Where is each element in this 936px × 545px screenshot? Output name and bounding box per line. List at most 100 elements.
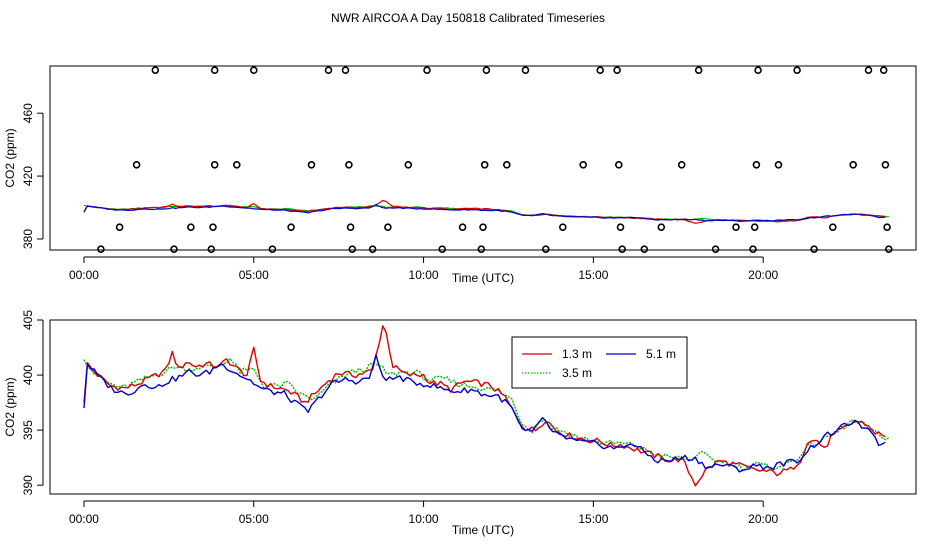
calibration-point (677, 161, 686, 169)
upper-y-axis: 380 420 460 (21, 103, 44, 249)
upper-y-tick-label: 460 (21, 103, 35, 123)
calibration-point (210, 161, 219, 169)
lower-x-tick-label: 10:00 (409, 512, 439, 526)
calibration-point (793, 66, 801, 74)
upper-x-tick-label: 00:00 (69, 268, 99, 282)
lower-y-tick-label: 390 (21, 475, 35, 495)
lower-x-tick-label: 05:00 (239, 512, 269, 526)
calibration-point (579, 161, 588, 169)
calibration-point (384, 223, 392, 231)
calibration-point (732, 223, 740, 231)
calibration-point (711, 245, 720, 253)
legend-label-1-3m: 1.3 m (562, 347, 592, 361)
calibration-point (341, 66, 350, 74)
lower-x-axis-label: Time (UTC) (452, 523, 514, 537)
calibration-point (618, 245, 627, 253)
lower-series-1-3-m (83, 325, 886, 487)
upper-y-tick-label: 380 (21, 229, 35, 249)
calibration-point (694, 66, 703, 74)
calibration-point (521, 66, 530, 74)
upper-x-tick-label: 20:00 (748, 268, 778, 282)
lower-panel: 00:00 05:00 10:00 15:00 20:00 390 395 400 405 T… (3, 310, 917, 537)
legend-label-3-5m: 3.5 m (562, 366, 592, 380)
calibration-point (754, 66, 762, 74)
upper-plot-frame (49, 65, 917, 251)
calibration-point (210, 66, 219, 74)
calibration-point (170, 245, 178, 253)
calibration-point (879, 66, 888, 74)
upper-x-tick-label: 05:00 (239, 268, 269, 282)
calibration-point (502, 161, 511, 169)
calibration-point (438, 245, 447, 253)
legend-box (511, 336, 688, 389)
upper-x-axis: 00:00 05:00 10:00 15:00 20:00 (69, 256, 779, 282)
legend-label-5-1m: 5.1 m (646, 347, 676, 361)
calibration-point (750, 223, 759, 231)
calibration-point (250, 66, 258, 74)
lower-x-tick-label: 20:00 (748, 512, 778, 526)
calibration-point (423, 66, 431, 74)
lower-series-5-1-m (83, 354, 886, 473)
calibration-point (749, 245, 757, 253)
lower-y-axis: 390 395 400 405 (21, 310, 44, 495)
calibration-point (810, 245, 818, 253)
chart-title: NWR AIRCOA A Day 150818 Calibrated Times… (331, 11, 605, 25)
calibration-point (479, 223, 487, 231)
legend: 1.3 m 5.1 m 3.5 m (511, 336, 688, 389)
lower-y-tick-label: 395 (21, 420, 35, 440)
calibration-point (348, 245, 357, 253)
calibration-point (774, 161, 783, 169)
lower-x-axis: 00:00 05:00 10:00 15:00 20:00 (69, 500, 779, 526)
calibration-point (828, 223, 837, 231)
calibration-point (458, 223, 467, 231)
lower-x-tick-label: 00:00 (69, 512, 99, 526)
calibration-point (640, 245, 649, 253)
calibration-point (307, 161, 316, 169)
lower-series-group (83, 325, 890, 487)
calibration-point (482, 66, 491, 74)
calibration-point (404, 161, 413, 169)
calibration-point (345, 161, 353, 169)
calibration-point (324, 66, 333, 74)
calibration-point (884, 245, 893, 253)
upper-x-tick-label: 10:00 (409, 268, 439, 282)
calibration-point (558, 223, 567, 231)
calibration-point (209, 223, 217, 231)
calibration-point (613, 66, 621, 74)
lower-y-tick-label: 400 (21, 365, 35, 385)
calibration-point (233, 161, 241, 169)
lower-x-tick-label: 15:00 (578, 512, 608, 526)
calibration-point (616, 223, 625, 231)
calibration-point (368, 245, 377, 253)
calibration-point (132, 161, 141, 169)
calibration-point (287, 223, 295, 231)
calibration-point (883, 223, 891, 231)
calibration-point (614, 161, 623, 169)
calibration-point (477, 245, 486, 253)
calibration-point (881, 161, 890, 169)
calibration-point (115, 223, 124, 231)
upper-y-tick-label: 420 (21, 166, 35, 186)
upper-calibration-points (97, 66, 893, 253)
calibration-point (849, 161, 858, 169)
calibration-point (151, 66, 160, 74)
lower-series-3-5-m (83, 357, 890, 472)
calibration-point (187, 223, 195, 231)
calibration-point (480, 161, 489, 169)
upper-x-tick-label: 15:00 (578, 268, 608, 282)
upper-panel: 00:00 05:00 10:00 15:00 20:00 380 420 460 Time… (3, 65, 917, 285)
lower-y-tick-label: 405 (21, 310, 35, 330)
upper-series-group (83, 199, 889, 224)
upper-series-5-1-m (83, 204, 886, 222)
calibration-point (207, 245, 216, 253)
upper-y-axis-label: CO2 (ppm) (3, 128, 17, 187)
calibration-point (596, 66, 605, 74)
lower-plot-frame (49, 319, 917, 495)
upper-x-axis-label: Time (UTC) (452, 271, 514, 285)
calibration-point (752, 161, 761, 169)
calibration-point (657, 223, 666, 231)
calibration-point (346, 223, 355, 231)
calibration-point (268, 245, 277, 253)
